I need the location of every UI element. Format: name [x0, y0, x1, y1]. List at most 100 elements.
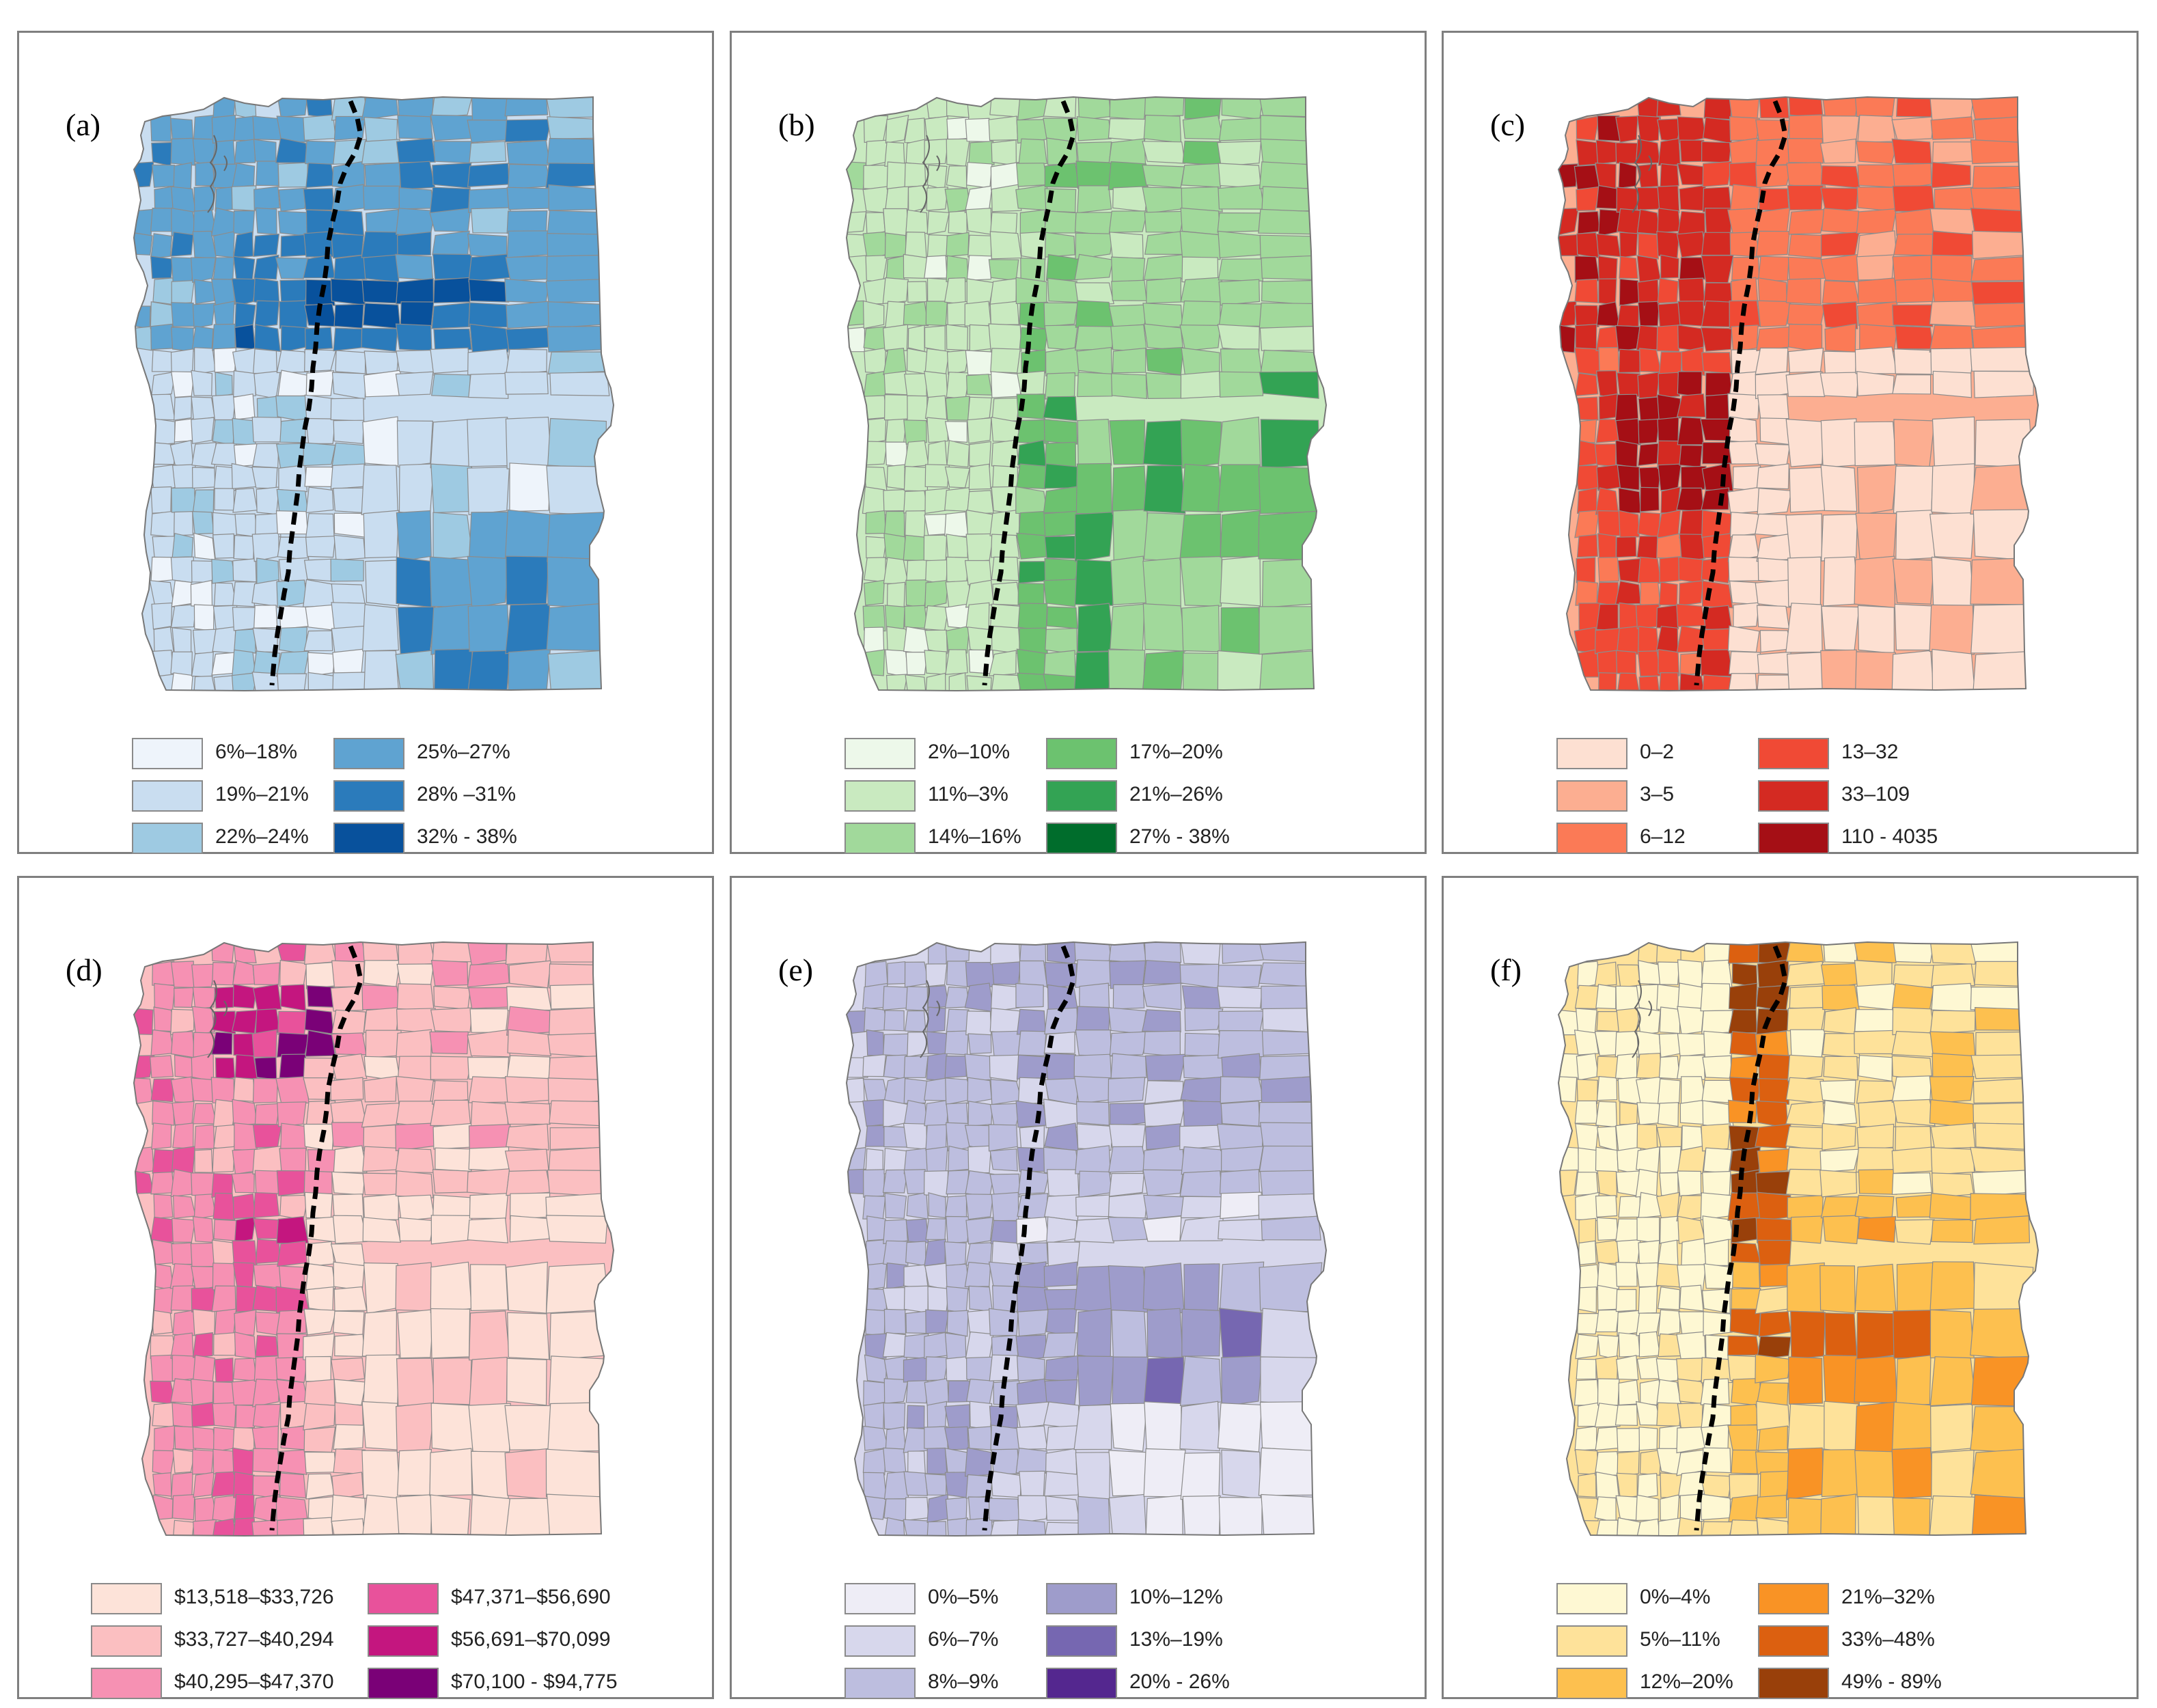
district-polygon [253, 605, 278, 629]
district-polygon [886, 581, 906, 608]
district-polygon [991, 625, 1021, 655]
district-polygon [1637, 1472, 1658, 1499]
district-polygon [944, 277, 966, 305]
district-polygon [991, 556, 1019, 581]
district-polygon [988, 259, 1019, 281]
district-polygon [1931, 161, 1971, 189]
district-polygon [233, 942, 257, 964]
district-polygon [1110, 555, 1148, 605]
district-polygon [305, 1263, 336, 1291]
district-polygon [212, 1448, 234, 1474]
district-polygon [190, 579, 213, 608]
district-polygon [1973, 1077, 2035, 1104]
district-polygon [364, 162, 401, 188]
district-polygon [886, 161, 907, 190]
district-polygon [1218, 416, 1261, 468]
district-polygon [1261, 1215, 1321, 1241]
district-polygon [470, 1450, 510, 1500]
district-polygon [211, 558, 236, 584]
district-polygon [1142, 187, 1185, 214]
district-polygon [1180, 942, 1222, 965]
district-polygon [1575, 1008, 1597, 1034]
district-polygon [1789, 1029, 1826, 1059]
legend-swatch [91, 1583, 162, 1614]
district-polygon [1636, 1146, 1660, 1173]
district-polygon [1143, 465, 1186, 514]
district-polygon [1018, 510, 1048, 538]
district-polygon [1073, 650, 1114, 691]
district-polygon [1146, 1308, 1183, 1360]
district-polygon [1636, 208, 1662, 235]
district-polygon [1044, 232, 1075, 258]
district-polygon [1574, 984, 1600, 1010]
district-polygon [862, 300, 885, 329]
district-polygon [506, 1358, 547, 1406]
district-polygon [964, 1053, 992, 1082]
district-polygon [1218, 303, 1263, 327]
district-polygon [1788, 97, 1824, 119]
district-polygon [969, 441, 991, 468]
district-polygon [506, 300, 552, 329]
district-polygon [277, 673, 307, 691]
district-polygon [887, 961, 907, 985]
district-polygon [254, 1056, 277, 1080]
district-polygon [864, 1308, 886, 1336]
district-polygon [1731, 257, 1760, 281]
district-polygon [468, 253, 510, 282]
district-polygon [1970, 346, 2035, 372]
district-polygon [1785, 1077, 1825, 1104]
district-polygon [1733, 602, 1760, 629]
district-polygon [331, 1357, 366, 1383]
district-polygon [1217, 324, 1260, 352]
district-polygon [1261, 186, 1320, 212]
district-polygon [1677, 393, 1706, 418]
district-polygon [1755, 579, 1792, 608]
district-polygon [990, 371, 1021, 398]
district-polygon [331, 1122, 366, 1148]
district-polygon [1596, 301, 1621, 327]
district-polygon [433, 141, 472, 164]
district-polygon [1823, 1007, 1857, 1035]
district-polygon [1594, 1403, 1621, 1428]
district-polygon [506, 230, 551, 258]
district-polygon [1788, 1356, 1824, 1405]
district-polygon [948, 210, 967, 234]
district-polygon [467, 467, 510, 516]
district-polygon [432, 1194, 471, 1218]
district-polygon [1262, 1007, 1321, 1033]
district-polygon [1821, 513, 1858, 562]
district-polygon [331, 233, 364, 259]
district-polygon [1700, 1474, 1733, 1498]
district-polygon [1893, 419, 1936, 468]
district-polygon [547, 351, 609, 375]
district-polygon [1045, 1308, 1077, 1338]
district-polygon [883, 1308, 907, 1334]
district-polygon [1819, 1170, 1858, 1198]
district-polygon [1658, 1056, 1681, 1079]
district-polygon [277, 1449, 307, 1475]
district-polygon [303, 1308, 337, 1336]
district-polygon [149, 580, 175, 607]
district-polygon [432, 1357, 472, 1405]
district-polygon [1181, 347, 1220, 376]
district-polygon [988, 1124, 1018, 1152]
district-polygon [1679, 184, 1707, 212]
district-polygon [905, 510, 926, 538]
district-polygon [397, 115, 433, 139]
legend-swatch [1556, 1668, 1627, 1699]
district-polygon [362, 1217, 402, 1243]
district-polygon [431, 302, 471, 329]
legend-swatch [1758, 780, 1829, 812]
district-polygon [883, 1402, 906, 1431]
district-polygon [1574, 164, 1600, 190]
district-polygon [925, 1309, 949, 1334]
district-polygon [1018, 561, 1047, 584]
legend-swatch [333, 738, 404, 769]
district-polygon [304, 1192, 333, 1219]
district-polygon [1655, 1263, 1681, 1288]
district-polygon [1576, 557, 1596, 585]
map-panel-d: (d) $13,518–$33,726 $33,727–$40,294 $40,295… [17, 876, 714, 1699]
district-polygon [1108, 1123, 1146, 1150]
district-polygon [1143, 1099, 1186, 1127]
district-polygon [253, 324, 281, 353]
